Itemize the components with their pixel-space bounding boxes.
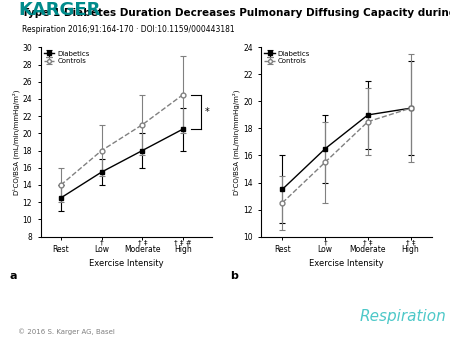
Text: † ‡: † ‡ <box>363 239 373 245</box>
Text: *: * <box>205 107 209 117</box>
Text: Respiration: Respiration <box>360 310 447 324</box>
Text: † ‡ #: † ‡ # <box>174 239 192 245</box>
Text: KARGER: KARGER <box>18 1 100 19</box>
Text: Type 1 Diabetes Duration Decreases Pulmonary Diffusing Capacity during Exercise: Type 1 Diabetes Duration Decreases Pulmo… <box>22 8 450 19</box>
Legend: Diabetics, Controls: Diabetics, Controls <box>265 51 310 64</box>
Text: a: a <box>10 271 17 281</box>
Text: b: b <box>230 271 238 281</box>
X-axis label: Exercise Intensity: Exercise Intensity <box>309 260 384 268</box>
Text: † ‡: † ‡ <box>138 239 147 245</box>
Legend: Diabetics, Controls: Diabetics, Controls <box>44 51 90 64</box>
Y-axis label: DᴸCO/BSA (mL/min/mmHg/m²): DᴸCO/BSA (mL/min/mmHg/m²) <box>233 89 240 195</box>
Text: †: † <box>323 239 327 245</box>
Text: © 2016 S. Karger AG, Basel: © 2016 S. Karger AG, Basel <box>18 328 115 335</box>
Text: †: † <box>100 239 104 245</box>
Text: † ‡: † ‡ <box>406 239 415 245</box>
Text: Respiration 2016;91:164-170 · DOI:10.1159/000443181: Respiration 2016;91:164-170 · DOI:10.115… <box>22 25 235 34</box>
Y-axis label: DᴸCO/BSA (mL/min/mmHg/m²): DᴸCO/BSA (mL/min/mmHg/m²) <box>12 89 20 195</box>
X-axis label: Exercise Intensity: Exercise Intensity <box>89 260 163 268</box>
